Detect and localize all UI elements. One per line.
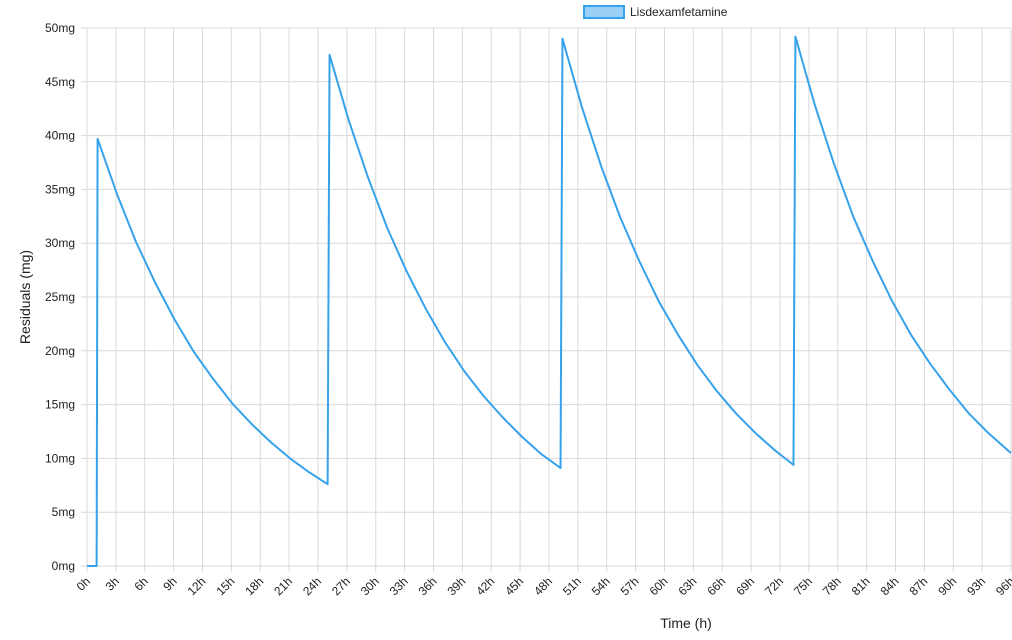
x-axis-title: Time (h) [660, 615, 712, 631]
x-tick-label: 12h [185, 574, 209, 598]
y-tick-label: 40mg [45, 129, 75, 143]
x-tick-label: 54h [589, 574, 613, 598]
x-tick-label: 72h [762, 574, 786, 598]
data-line [87, 35, 1012, 567]
x-tick-label: 9h [160, 574, 179, 593]
y-axis-title: Residuals (mg) [17, 250, 33, 344]
y-tick-label: 5mg [52, 505, 75, 519]
x-tick-label: 84h [878, 574, 902, 598]
x-tick-label: 48h [531, 574, 555, 598]
y-tick-label: 20mg [45, 344, 75, 358]
x-tick-label: 93h [964, 574, 988, 598]
x-tick-label: 0h [74, 574, 93, 593]
legend-swatch [583, 5, 625, 19]
y-tick-label: 30mg [45, 236, 75, 250]
y-tick-label: 0mg [52, 559, 75, 573]
x-tick-label: 45h [502, 574, 526, 598]
y-tick-label: 45mg [45, 75, 75, 89]
x-tick-label: 87h [906, 574, 930, 598]
x-tick-label: 33h [387, 574, 411, 598]
x-tick-label: 66h [704, 574, 728, 598]
x-tick-label: 78h [820, 574, 844, 598]
x-tick-label: 90h [935, 574, 959, 598]
x-tick-label: 3h [103, 574, 122, 593]
x-tick-label: 42h [473, 574, 497, 598]
x-tick-label: 69h [733, 574, 757, 598]
x-tick-label: 24h [300, 574, 324, 598]
x-tick-label: 81h [849, 574, 873, 598]
x-tick-label: 60h [647, 574, 671, 598]
x-tick-label: 36h [416, 574, 440, 598]
x-tick-label: 15h [213, 574, 237, 598]
x-tick-label: 6h [132, 574, 151, 593]
y-tick-label: 35mg [45, 182, 75, 196]
x-tick-label: 30h [358, 574, 382, 598]
x-tick-label: 75h [791, 574, 815, 598]
y-tick-label: 10mg [45, 451, 75, 465]
x-tick-label: 57h [618, 574, 642, 598]
x-tick-label: 18h [242, 574, 266, 598]
x-tick-label: 96h [993, 574, 1012, 598]
x-tick-label: 51h [560, 574, 584, 598]
x-tick-label: 63h [675, 574, 699, 598]
x-tick-label: 21h [271, 574, 295, 598]
y-tick-label: 25mg [45, 290, 75, 304]
y-tick-label: 50mg [45, 21, 75, 35]
legend-label: Lisdexamfetamine [630, 5, 728, 19]
x-tick-label: 39h [444, 574, 468, 598]
y-tick-label: 15mg [45, 398, 75, 412]
x-tick-label: 27h [329, 574, 353, 598]
